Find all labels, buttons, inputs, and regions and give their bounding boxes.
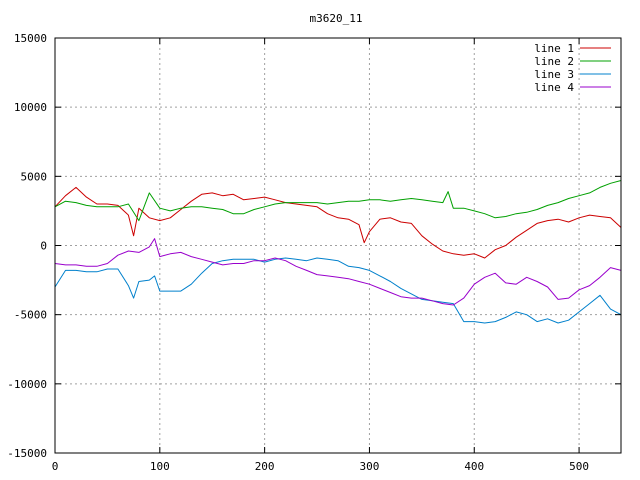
x-tick-label: 300 — [360, 460, 380, 473]
y-tick-label: -5000 — [14, 309, 47, 322]
x-tick-label: 100 — [150, 460, 170, 473]
legend-label-2: line 2 — [534, 55, 574, 68]
chart-title: m3620_11 — [310, 12, 363, 25]
legend-label-4: line 4 — [534, 81, 574, 94]
series-lines — [54, 180, 622, 324]
series-line-3 — [54, 257, 622, 324]
y-tick-label: -15000 — [7, 447, 47, 460]
series-line-2 — [54, 180, 622, 222]
y-tick-label: 0 — [40, 240, 47, 253]
y-tick-label: 5000 — [21, 170, 48, 183]
y-tick-label: 10000 — [14, 101, 47, 114]
axis-ticks: 0 100 200 300 400 500 -15000 -10000 -5000 0 5000 10… — [7, 32, 621, 473]
x-tick-label: 400 — [464, 460, 484, 473]
y-tick-label: 15000 — [14, 32, 47, 45]
x-tick-label: 0 — [52, 460, 59, 473]
x-tick-label: 500 — [569, 460, 589, 473]
y-tick-label: -10000 — [7, 378, 47, 391]
x-tick-label: 200 — [255, 460, 275, 473]
legend-label-1: line 1 — [534, 42, 574, 55]
legend-label-3: line 3 — [534, 68, 574, 81]
series-line-4 — [54, 238, 622, 306]
